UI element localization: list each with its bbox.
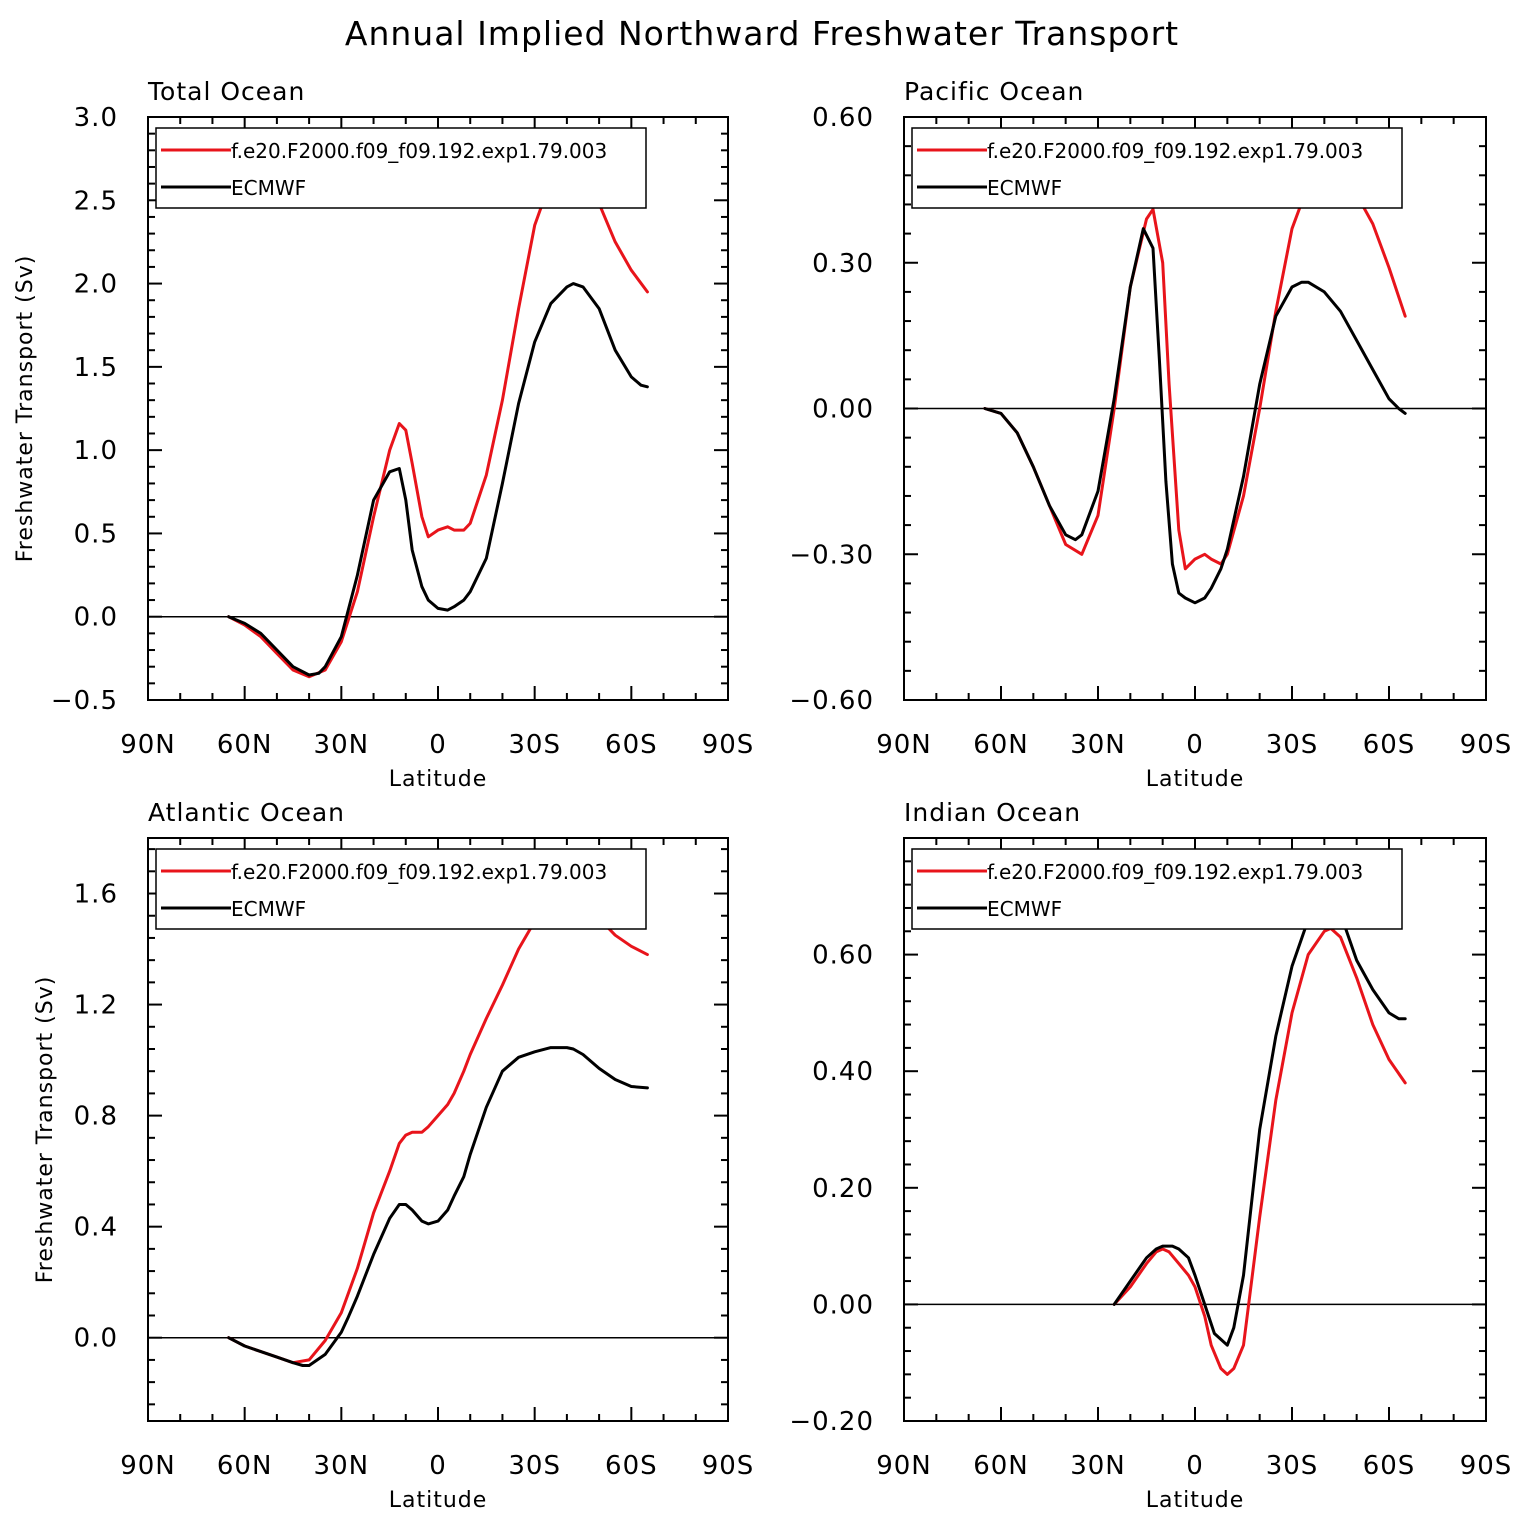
y-tick-label: −0.20 [789, 1407, 874, 1437]
legend-label: ECMWF [231, 176, 306, 200]
y-tick-label: 0.40 [812, 1057, 874, 1087]
y-tick-label: 0.0 [74, 603, 118, 633]
y-tick-label: 0.00 [812, 1290, 874, 1320]
legend-label: ECMWF [231, 897, 306, 921]
panel-indian-ocean: Indian Ocean 90N 60N 30N 0 30S 60S 90S −0.20 0.00… [789, 798, 1513, 1513]
legend-box [155, 127, 647, 209]
x-tick-label: 60N [217, 730, 273, 760]
series-ecmwf-line [227, 1046, 649, 1367]
y-axis-label: Freshwater Transport (Sv) [13, 255, 38, 563]
x-tick-label: 30N [314, 730, 370, 760]
legend: f.e20.F2000.f09_f09.192.exp1.79.003 ECMWF [911, 127, 1403, 209]
y-tick-label: 0.00 [812, 395, 874, 425]
y-tick-label: 3.0 [74, 103, 118, 133]
x-axis-label: Latitude [389, 1488, 488, 1513]
x-tick-label: 0 [429, 1451, 447, 1481]
series-model-line [1112, 926, 1407, 1376]
x-tick-label: 30S [1266, 730, 1319, 760]
legend-label: ECMWF [987, 176, 1062, 200]
x-tick-label: 90N [120, 730, 176, 760]
legend-label: f.e20.F2000.f09_f09.192.exp1.79.003 [231, 139, 607, 163]
legend-box [155, 848, 647, 930]
y-tick-label: 1.5 [74, 353, 118, 383]
y-tick-label: 0.60 [812, 941, 874, 971]
x-tick-label: 0 [1186, 730, 1204, 760]
x-axis-label: Latitude [1146, 1488, 1245, 1513]
series-model-line [983, 168, 1407, 571]
series-ecmwf-line [983, 227, 1407, 605]
x-tick-label: 60S [1363, 1451, 1416, 1481]
y-tick-label: 1.0 [74, 436, 118, 466]
x-tick-label: 90N [876, 730, 932, 760]
x-tick-label: 90S [1460, 730, 1513, 760]
x-axis-label: Latitude [1146, 767, 1245, 792]
x-tick-label: 60S [605, 1451, 658, 1481]
y-tick-label: 2.5 [74, 186, 118, 216]
panel-title: Atlantic Ocean [148, 798, 345, 827]
x-axis-label: Latitude [389, 767, 488, 792]
panel-total-ocean: Total Ocean 90N 60N 30N 0 30S 60S 90S −0.5 0.0 0.5… [13, 77, 755, 792]
series-model-line [227, 162, 649, 679]
y-tick-label: 0.8 [74, 1102, 118, 1132]
y-axis-label: Freshwater Transport (Sv) [33, 976, 58, 1284]
x-tick-label: 60S [605, 730, 658, 760]
panel-title: Pacific Ocean [904, 77, 1084, 106]
x-tick-label: 0 [1186, 1451, 1204, 1481]
figure-title: Annual Implied Northward Freshwater Tran… [345, 14, 1179, 53]
x-tick-label: 60S [1363, 730, 1416, 760]
x-tick-label: 30S [508, 730, 561, 760]
legend-box [911, 127, 1403, 209]
x-tick-label: 30S [508, 1451, 561, 1481]
panel-atlantic-ocean: Atlantic Ocean 90N 60N 30N 0 30S 60S 90S 0.0 0.4 0… [33, 798, 755, 1513]
series-ecmwf-line [1112, 891, 1407, 1347]
x-tick-label: 30N [314, 1451, 370, 1481]
y-tick-label: 0.60 [812, 103, 874, 133]
y-tick-label: 0.5 [74, 519, 118, 549]
series-model-line [227, 894, 649, 1365]
y-tick-label: 1.2 [74, 991, 118, 1021]
x-tick-label: 0 [429, 730, 447, 760]
x-tick-label: 90N [120, 1451, 176, 1481]
y-tick-label: 0.0 [74, 1324, 118, 1354]
y-tick-label: 0.20 [812, 1174, 874, 1204]
x-tick-label: 30N [1070, 1451, 1126, 1481]
x-tick-label: 90S [702, 1451, 755, 1481]
legend: f.e20.F2000.f09_f09.192.exp1.79.003 ECMWF [155, 127, 647, 209]
x-tick-label: 90S [1460, 1451, 1513, 1481]
x-tick-label: 60N [217, 1451, 273, 1481]
x-tick-label: 30S [1266, 1451, 1319, 1481]
x-tick-label: 90S [702, 730, 755, 760]
panel-title: Indian Ocean [904, 798, 1081, 827]
x-tick-label: 60N [973, 730, 1029, 760]
y-tick-label: 0.30 [812, 249, 874, 279]
y-tick-label: −0.5 [51, 686, 118, 716]
x-tick-label: 30N [1070, 730, 1126, 760]
panel-pacific-ocean: Pacific Ocean 90N 60N 30N 0 30S 60S 90S −0.60 −0.… [789, 77, 1513, 792]
y-tick-label: 2.0 [74, 270, 118, 300]
y-tick-label: −0.30 [789, 540, 874, 570]
legend-label: ECMWF [987, 897, 1062, 921]
legend-label: f.e20.F2000.f09_f09.192.exp1.79.003 [987, 139, 1363, 163]
x-tick-label: 90N [876, 1451, 932, 1481]
x-tick-label: 60N [973, 1451, 1029, 1481]
legend-label: f.e20.F2000.f09_f09.192.exp1.79.003 [231, 860, 607, 884]
legend-box [911, 848, 1403, 930]
legend: f.e20.F2000.f09_f09.192.exp1.79.003 ECMWF [155, 848, 647, 930]
y-tick-label: 1.6 [74, 880, 118, 910]
y-tick-label: −0.60 [789, 686, 874, 716]
legend: f.e20.F2000.f09_f09.192.exp1.79.003 ECMWF [911, 848, 1403, 930]
y-tick-label: 0.4 [74, 1213, 118, 1243]
legend-label: f.e20.F2000.f09_f09.192.exp1.79.003 [987, 860, 1363, 884]
series-ecmwf-line [227, 282, 649, 677]
panel-title: Total Ocean [147, 77, 305, 106]
